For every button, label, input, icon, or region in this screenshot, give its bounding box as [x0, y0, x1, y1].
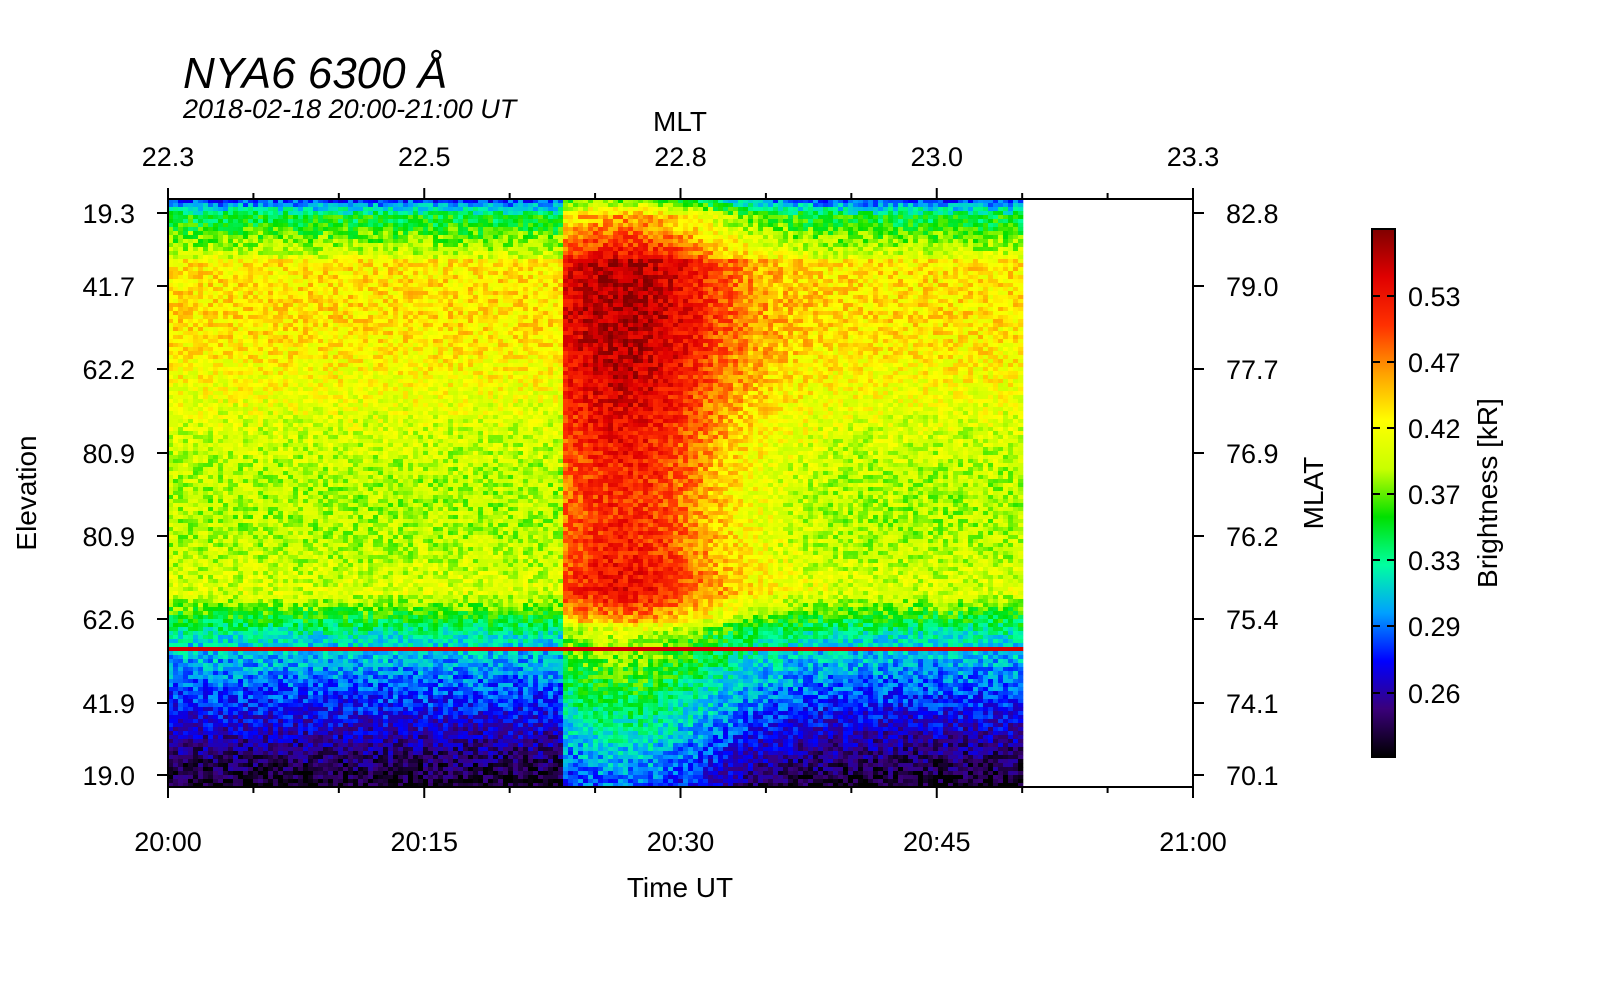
x2-tick-label: 23.3 [1167, 142, 1220, 172]
x-tick-label: 20:00 [134, 827, 202, 857]
x-tick-label: 21:00 [1159, 827, 1227, 857]
x2-tick-label: 22.5 [398, 142, 451, 172]
y2-tick-label: 75.4 [1226, 605, 1279, 635]
colorbar-tick-label: 0.37 [1408, 480, 1461, 510]
colorbar-tick-label: 0.26 [1408, 679, 1461, 709]
y2-tick-label: 70.1 [1226, 761, 1279, 791]
colorbar-ticks: 0.53 0.47 0.42 0.37 0.33 0.29 0.26 [1372, 282, 1461, 709]
chart-subtitle: 2018-02-18 20:00-21:00 UT [182, 94, 519, 124]
x2-axis-label: MLT [653, 106, 707, 137]
axis-ticks: 20:00 20:15 20:30 20:45 21:00 22.3 22.5 22.8 23.… [82, 142, 1278, 857]
colorbar-tick-label: 0.29 [1408, 612, 1461, 642]
colorbar-tick-label: 0.47 [1408, 348, 1461, 378]
colorbar-tick-label: 0.33 [1408, 546, 1461, 576]
y2-tick-label: 77.7 [1226, 355, 1279, 385]
x-tick-label: 20:45 [903, 827, 971, 857]
x-tick-label: 20:15 [390, 827, 458, 857]
colorbar-tick-label: 0.53 [1408, 282, 1461, 312]
chart-title: NYA6 6300 Å [183, 49, 447, 98]
y-tick-label: 62.6 [82, 605, 135, 635]
colorbar-tick-label: 0.42 [1408, 414, 1461, 444]
y2-axis-label: MLAT [1298, 457, 1329, 530]
y-tick-label: 19.3 [82, 199, 135, 229]
x-axis-label: Time UT [627, 872, 733, 903]
keogram-heatmap [168, 199, 1024, 788]
y-tick-label: 19.0 [82, 761, 135, 791]
y2-tick-label: 76.2 [1226, 522, 1279, 552]
y-tick-label: 41.7 [82, 272, 135, 302]
y2-tick-label: 82.8 [1226, 199, 1279, 229]
y2-tick-label: 79.0 [1226, 272, 1279, 302]
x2-tick-label: 22.3 [142, 142, 195, 172]
colorbar-label: Brightness [kR] [1472, 398, 1503, 588]
y-tick-label: 80.9 [82, 439, 135, 469]
x2-tick-label: 22.8 [654, 142, 707, 172]
y2-tick-label: 76.9 [1226, 439, 1279, 469]
y2-tick-label: 74.1 [1226, 689, 1279, 719]
y-tick-label: 62.2 [82, 355, 135, 385]
y-axis-label: Elevation [11, 435, 42, 550]
y-tick-label: 41.9 [82, 689, 135, 719]
y-tick-label: 80.9 [82, 522, 135, 552]
x-tick-label: 20:30 [647, 827, 715, 857]
x2-tick-label: 23.0 [910, 142, 963, 172]
